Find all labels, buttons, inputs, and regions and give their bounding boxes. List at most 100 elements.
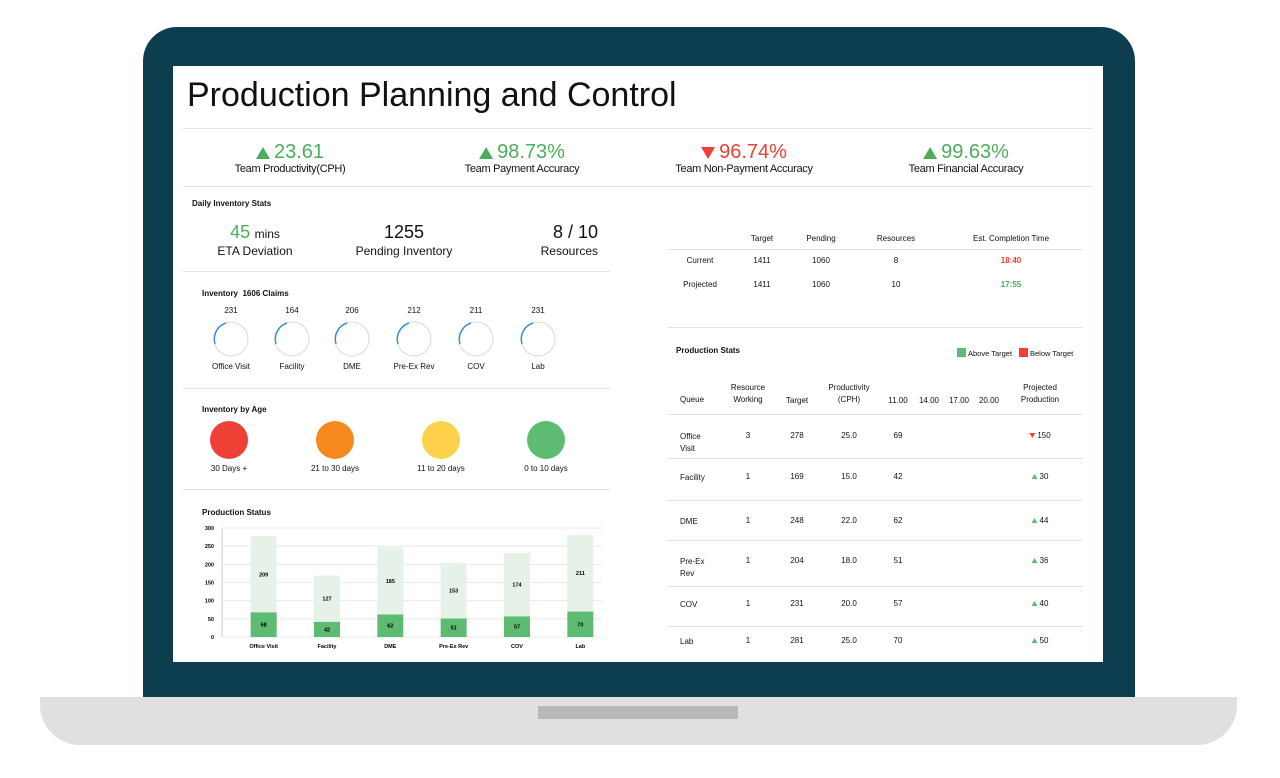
cell: 1 — [745, 556, 751, 565]
divider — [183, 489, 610, 490]
y-tick-label: 150 — [205, 581, 214, 587]
x-tick-label: DME — [384, 644, 397, 650]
item-arc — [334, 322, 348, 345]
row-divider — [668, 586, 1083, 587]
cell: 62 — [893, 516, 903, 525]
cell: 17:55 — [1000, 280, 1022, 289]
kpi-value: 96.74% — [701, 141, 787, 164]
bar-segment — [314, 621, 340, 637]
cell: 18.0 — [841, 556, 857, 565]
y-tick-label: 0 — [211, 635, 214, 641]
row-divider — [668, 458, 1083, 459]
cell: 69 — [893, 431, 903, 440]
column-header: Resource Working — [730, 383, 766, 404]
row-divider — [668, 626, 1083, 627]
cell: 204 — [790, 556, 804, 565]
projected-value: 150 — [1037, 431, 1051, 440]
bar-segment — [440, 562, 467, 619]
cell: 57 — [893, 599, 903, 608]
projected-cell: 150 — [1029, 431, 1051, 440]
bar-segment — [377, 614, 404, 637]
row-divider — [668, 500, 1083, 501]
trend-arrow — [1031, 518, 1038, 523]
column-header: Productivity (CPH) — [828, 383, 870, 404]
cell: 1060 — [812, 256, 830, 265]
kpi-value: 23.61 — [255, 141, 324, 164]
item-label: Office Visit — [212, 362, 250, 371]
item-arc — [458, 322, 472, 345]
y-tick-label: 250 — [205, 544, 214, 550]
projected-value: 50 — [1039, 636, 1049, 645]
cell: 1060 — [812, 280, 830, 289]
laptop-base — [40, 697, 1237, 745]
projected-cell: 36 — [1031, 556, 1048, 565]
bar-segment — [250, 536, 277, 613]
bar-segment — [250, 612, 277, 637]
inventory-title: Inventory — [202, 289, 239, 298]
stat-value: 1255 — [383, 222, 425, 242]
queue-name: Office Visit — [680, 432, 701, 453]
queue-name: COV — [680, 600, 698, 609]
cell: 18:40 — [1000, 256, 1022, 265]
queue-name: DME — [680, 517, 698, 526]
inventory-total: 1606 Claims — [242, 289, 289, 298]
section-title: Inventory by Age — [202, 405, 267, 414]
item-label: Pre-Ex Rev — [393, 362, 435, 371]
item-arc — [520, 322, 534, 345]
item-top: 164 — [285, 306, 299, 315]
x-tick-label: Facility — [318, 644, 338, 650]
cell: 1 — [745, 516, 751, 525]
trend-arrow — [1029, 433, 1036, 438]
bar-label: 185 — [386, 579, 395, 585]
column-header: 20.00 — [978, 396, 1000, 405]
section-title: Daily Inventory Stats — [192, 199, 272, 208]
cell: 281 — [790, 636, 804, 645]
page-title: Production Planning and Control — [187, 76, 677, 114]
row-label: Projected — [683, 280, 717, 289]
cell: 15.0 — [841, 472, 857, 481]
cell: 51 — [893, 556, 903, 565]
item-top: 231 — [531, 306, 545, 315]
cell: 1 — [745, 599, 751, 608]
stat-label: ETA Deviation — [217, 244, 293, 258]
divider — [183, 128, 1093, 129]
trend-arrow — [1031, 474, 1038, 479]
cell: 169 — [790, 472, 804, 481]
kpi-label: Team Financial Accuracy — [908, 163, 1024, 175]
cell: 25.0 — [841, 636, 857, 645]
divider — [668, 327, 1083, 328]
bar-segment — [377, 547, 404, 615]
cell: 10 — [891, 280, 901, 289]
bar-label: 68 — [261, 623, 267, 629]
age-label: 11 to 20 days — [417, 464, 465, 473]
bar-label: 174 — [512, 583, 522, 589]
legend-swatch — [957, 348, 966, 357]
bar-segment — [440, 618, 467, 637]
column-header: 11.00 — [888, 396, 908, 405]
section-title: Inventory 1606 Claims — [202, 289, 289, 298]
projected-value: 30 — [1039, 472, 1049, 481]
column-header: Est. Completion Time — [972, 234, 1050, 243]
column-header: Projected Production — [1020, 383, 1060, 404]
projected-cell: 30 — [1031, 472, 1049, 481]
cell: 25.0 — [841, 431, 857, 440]
projected-cell: 50 — [1031, 636, 1049, 645]
bar-segment — [314, 575, 340, 622]
column-header: Target — [750, 234, 774, 243]
queue-name: Lab — [680, 637, 694, 646]
y-tick-label: 200 — [205, 562, 214, 568]
bar-label: 209 — [259, 572, 268, 578]
item-top: 211 — [469, 306, 483, 315]
item-top: 212 — [407, 306, 421, 315]
row-divider — [668, 414, 1083, 415]
column-header: 17.00 — [948, 396, 970, 405]
section-title: Production Stats — [676, 346, 741, 355]
stat-unit: mins — [254, 227, 280, 241]
item-label: DME — [343, 362, 361, 371]
item-arc — [396, 322, 410, 345]
bar-label: 51 — [451, 626, 457, 632]
x-tick-label: Pre-Ex Rev — [439, 644, 469, 650]
column-header: 14.00 — [918, 396, 940, 405]
cell: 278 — [790, 431, 804, 440]
